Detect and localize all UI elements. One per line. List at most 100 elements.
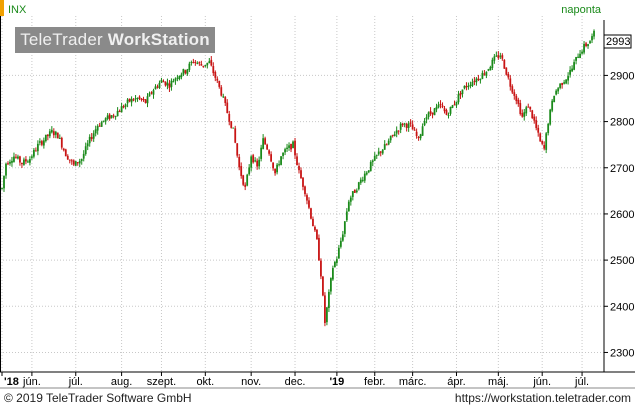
x-tick-label: júl. bbox=[574, 376, 589, 388]
candle-body bbox=[204, 65, 207, 67]
candle-body bbox=[210, 59, 213, 66]
candle-body bbox=[525, 107, 528, 114]
candle-body bbox=[425, 117, 428, 120]
candle-body bbox=[387, 140, 390, 145]
candle-body bbox=[459, 92, 462, 96]
candle-body bbox=[463, 85, 466, 89]
watermark-brand-bold: WorkStation bbox=[107, 30, 210, 49]
candle-body bbox=[557, 88, 560, 92]
y-tick-label: 2700 bbox=[610, 163, 634, 175]
candle-body bbox=[36, 143, 39, 152]
candle-body bbox=[335, 259, 338, 263]
candle-body bbox=[94, 129, 97, 134]
candle-body bbox=[298, 166, 300, 171]
candle-body bbox=[252, 155, 255, 163]
candle-body bbox=[152, 90, 155, 95]
site-link[interactable]: https://workstation.teletrader.com bbox=[454, 391, 631, 405]
y-tick-label: 2900 bbox=[610, 70, 634, 82]
candle-body bbox=[487, 69, 490, 71]
candle-body bbox=[531, 110, 534, 119]
candle-body bbox=[70, 160, 73, 162]
candle-body bbox=[587, 44, 589, 47]
candle-body bbox=[212, 66, 215, 74]
candle-body bbox=[11, 160, 13, 163]
candle-body bbox=[361, 179, 364, 181]
candle-body bbox=[214, 72, 217, 78]
candle-body bbox=[19, 156, 21, 163]
candle-body bbox=[477, 78, 480, 81]
candle-body bbox=[555, 90, 558, 95]
candle-body bbox=[407, 123, 410, 128]
x-tick-label: jún. bbox=[532, 376, 551, 388]
candle-body bbox=[86, 143, 89, 147]
candle-body bbox=[363, 173, 366, 181]
candle-body bbox=[64, 149, 67, 157]
candle-body bbox=[573, 62, 575, 70]
candle-body bbox=[186, 69, 189, 75]
candle-body bbox=[116, 110, 119, 117]
candle-body bbox=[1, 188, 3, 190]
candle-body bbox=[156, 86, 159, 88]
candle-body bbox=[120, 106, 123, 113]
candle-body bbox=[140, 98, 143, 100]
candle-body bbox=[98, 125, 101, 127]
candle-body bbox=[465, 85, 468, 88]
candle-body bbox=[583, 43, 585, 53]
candle-body bbox=[62, 148, 65, 151]
candle-body bbox=[282, 152, 284, 156]
candle-body bbox=[371, 160, 374, 163]
candle-body bbox=[288, 145, 290, 148]
candle-body bbox=[515, 95, 518, 102]
y-tick-label: 2300 bbox=[610, 347, 634, 359]
candle-body bbox=[451, 105, 454, 108]
candle-body bbox=[21, 162, 23, 165]
candle-body bbox=[5, 163, 7, 176]
candle-body bbox=[304, 186, 306, 195]
candle-body bbox=[343, 221, 346, 234]
candle-body bbox=[347, 201, 350, 212]
candle-body bbox=[357, 182, 360, 190]
candle-body bbox=[385, 144, 388, 146]
candle-body bbox=[132, 99, 135, 101]
candle-body bbox=[579, 53, 581, 59]
candle-body bbox=[180, 74, 183, 78]
candle-body bbox=[395, 130, 398, 134]
x-tick-label: szept. bbox=[147, 376, 176, 388]
candle-body bbox=[130, 98, 133, 103]
candle-body bbox=[102, 120, 105, 122]
candle-body bbox=[260, 147, 263, 159]
candle-body bbox=[471, 81, 474, 86]
candle-body bbox=[539, 133, 542, 142]
candle-body bbox=[31, 156, 33, 158]
y-tick-label: 2500 bbox=[610, 255, 634, 267]
candle-body bbox=[234, 128, 237, 143]
candle-body bbox=[417, 136, 420, 138]
candle-body bbox=[383, 144, 386, 150]
candle-body bbox=[168, 83, 171, 88]
candle-body bbox=[170, 80, 173, 87]
candle-body bbox=[32, 149, 35, 157]
candle-body bbox=[367, 170, 370, 173]
candle-body bbox=[25, 159, 27, 162]
candle-body bbox=[345, 211, 348, 221]
candle-body bbox=[58, 137, 61, 139]
candle-body bbox=[433, 108, 436, 116]
candle-body bbox=[184, 70, 187, 74]
x-tick-label: okt. bbox=[196, 376, 214, 388]
y-tick-label: 2800 bbox=[610, 117, 634, 129]
candle-body bbox=[164, 81, 167, 86]
candle-body bbox=[423, 120, 426, 126]
watermark-brand-plain: TeleTrader bbox=[20, 30, 103, 49]
candle-body bbox=[48, 131, 51, 137]
candle-body bbox=[134, 98, 137, 100]
candle-body bbox=[489, 67, 492, 71]
x-tick-label: '18 bbox=[4, 376, 19, 388]
candle-body bbox=[503, 59, 506, 69]
candle-body bbox=[543, 144, 546, 149]
candle-body bbox=[545, 133, 548, 150]
x-tick-label: aug. bbox=[111, 376, 132, 388]
candle-body bbox=[100, 122, 103, 127]
candle-body bbox=[300, 170, 302, 179]
candle-body bbox=[148, 93, 151, 97]
